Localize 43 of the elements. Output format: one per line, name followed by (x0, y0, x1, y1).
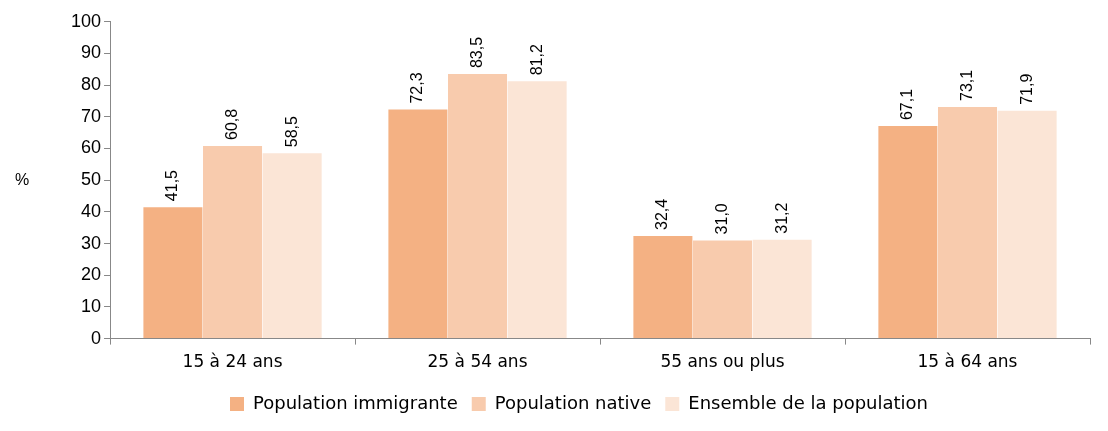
data-label: 72,3 (408, 72, 426, 104)
y-tick-label: 70 (81, 105, 102, 126)
y-tick-label: 90 (81, 42, 102, 63)
x-tick-label: 15 à 24 ans (182, 351, 283, 372)
data-label: 60,8 (222, 108, 240, 140)
bar (693, 240, 753, 339)
x-tick-label: 15 à 64 ans (917, 351, 1018, 372)
data-label: 81,2 (527, 44, 545, 76)
bar (878, 126, 938, 339)
data-label: 71,9 (1017, 73, 1035, 105)
bar (752, 239, 812, 339)
bar (203, 145, 263, 339)
y-tick-label: 100 (70, 10, 102, 31)
bar (143, 207, 203, 339)
y-tick-label: 10 (81, 295, 102, 316)
legend-label: Ensemble de la population (688, 391, 929, 413)
y-tick-label: 40 (81, 200, 102, 221)
y-tick-label: 0 (91, 327, 102, 348)
legend-label: Population immigrante (252, 391, 458, 413)
bar (997, 110, 1057, 339)
legend-label: Population native (494, 391, 652, 413)
x-tick-label: 55 ans ou plus (660, 351, 785, 372)
x-tick-label: 25 à 54 ans (427, 351, 528, 372)
data-label: 67,1 (898, 88, 916, 121)
data-label: 32,4 (653, 198, 671, 230)
bar (262, 153, 322, 339)
data-label: 31,2 (772, 202, 790, 234)
bar (448, 74, 508, 339)
data-label: 58,5 (282, 116, 300, 148)
y-tick-label: 50 (81, 169, 102, 190)
bar (388, 109, 448, 339)
bar (938, 107, 998, 339)
data-label: 83,5 (467, 36, 485, 69)
data-label: 31,0 (712, 203, 730, 235)
data-label: 73,1 (957, 69, 975, 102)
y-tick-label: 20 (81, 264, 102, 285)
y-tick-label: 80 (81, 74, 102, 95)
y-tick-label: 60 (81, 137, 102, 158)
y-tick-label: 30 (81, 232, 102, 253)
bar (633, 235, 693, 339)
bar (507, 81, 567, 339)
y-axis-title: % (14, 170, 30, 188)
data-label: 41,5 (163, 169, 181, 202)
